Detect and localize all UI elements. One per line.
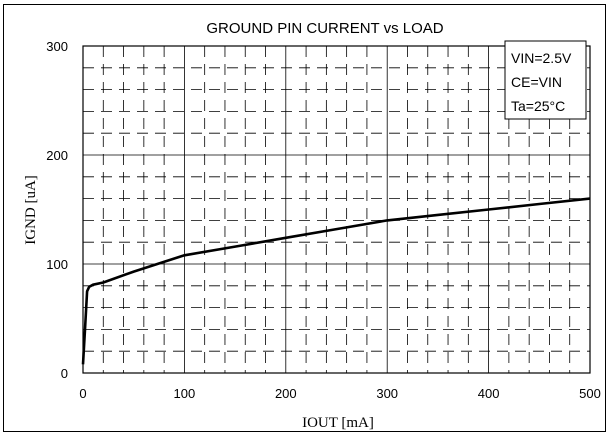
y-tick-label: 300 bbox=[46, 39, 68, 54]
conditions-box-border bbox=[504, 40, 587, 120]
minor-grid bbox=[83, 46, 590, 373]
x-tick-label: 200 bbox=[275, 386, 297, 401]
y-tick-label: 200 bbox=[46, 148, 68, 163]
y-tick-label: 100 bbox=[46, 257, 68, 272]
conditions-box: VIN=2.5V CE=VIN Ta=25°C bbox=[504, 40, 587, 120]
x-tick-label: 400 bbox=[478, 386, 500, 401]
plot-area bbox=[82, 45, 591, 374]
x-tick-label: 100 bbox=[174, 386, 196, 401]
chart-title: GROUND PIN CURRENT vs LOAD bbox=[206, 20, 443, 37]
x-tick-label: 300 bbox=[376, 386, 398, 401]
x-axis-label: IOUT [mA] bbox=[302, 415, 374, 431]
condition-vin: VIN=2.5V bbox=[511, 50, 572, 66]
x-tick-label: 500 bbox=[579, 386, 601, 401]
y-tick-labels: 0 100 200 300 bbox=[46, 39, 68, 381]
x-tick-label: 0 bbox=[79, 386, 86, 401]
major-grid bbox=[83, 46, 590, 373]
series-line bbox=[81, 197, 591, 365]
condition-ce: CE=VIN bbox=[511, 74, 562, 90]
y-axis-label: IGND [uA] bbox=[23, 175, 39, 245]
x-tick-labels: 0 100 200 300 400 500 bbox=[79, 386, 600, 401]
y-tick-label: 0 bbox=[61, 366, 68, 381]
series-lines bbox=[81, 197, 591, 365]
condition-ta: Ta=25°C bbox=[511, 98, 565, 114]
